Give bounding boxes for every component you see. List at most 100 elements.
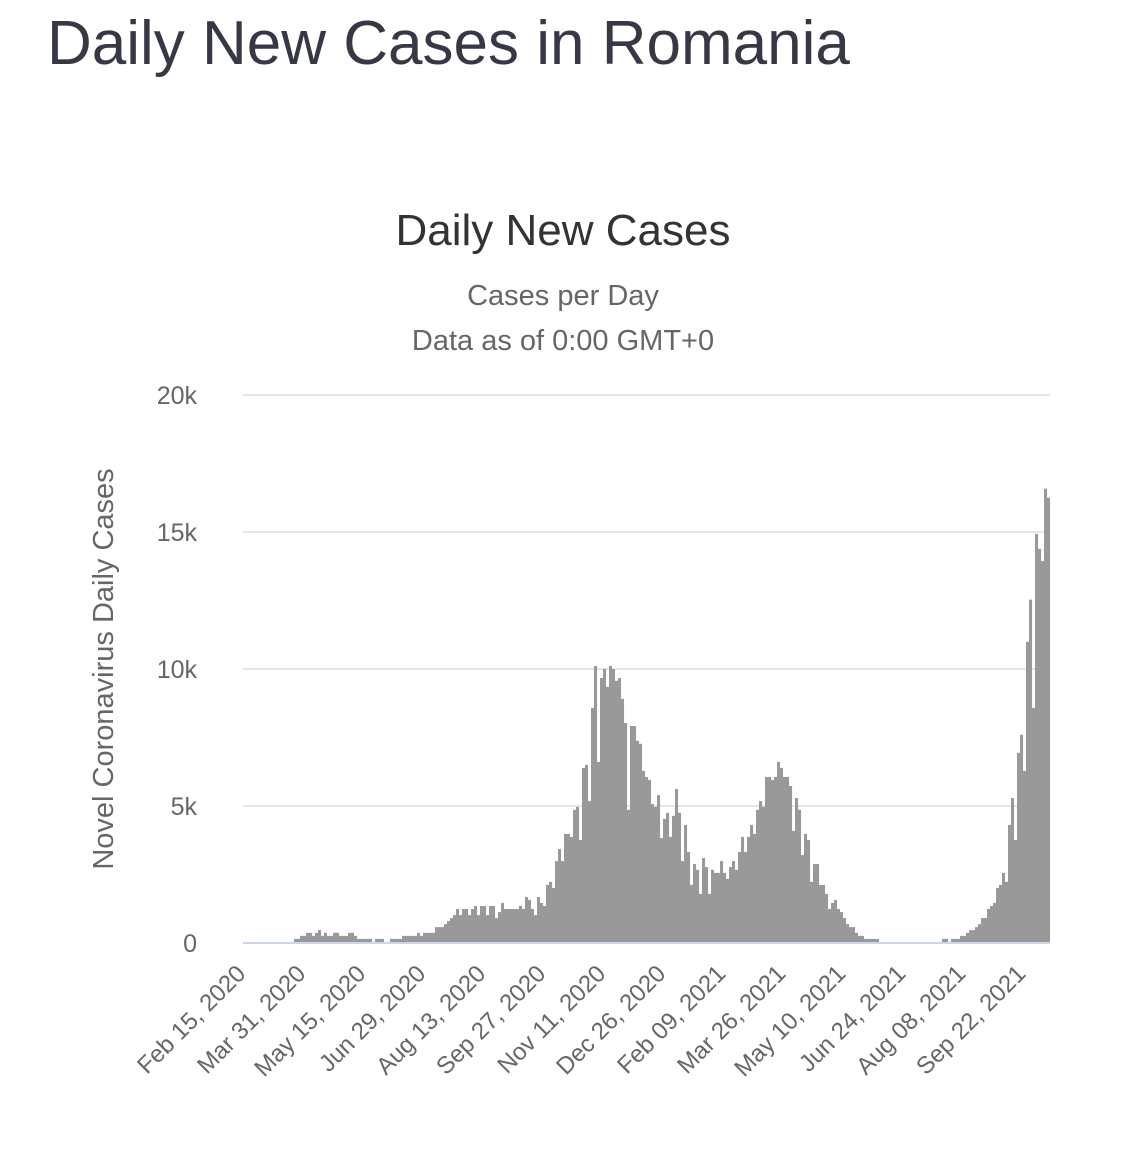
bar[interactable] [528,899,532,943]
bar[interactable] [594,665,598,943]
bar[interactable] [969,930,973,943]
bar[interactable] [558,849,562,943]
bar[interactable] [501,902,505,943]
bar[interactable] [408,935,412,943]
bar[interactable] [450,918,454,943]
bar[interactable] [360,938,364,943]
bar[interactable] [348,932,352,943]
bar[interactable] [846,924,850,943]
bar[interactable] [678,812,682,943]
bar[interactable] [666,812,670,943]
bar[interactable] [672,815,676,943]
bar[interactable] [861,935,865,943]
bar[interactable] [471,909,475,943]
bar[interactable] [555,861,559,943]
bar[interactable] [849,927,853,943]
bar[interactable] [753,833,757,943]
bar[interactable] [660,838,664,943]
bar[interactable] [1035,533,1039,943]
bar[interactable] [339,935,343,943]
bar[interactable] [723,872,727,943]
bar[interactable] [867,938,871,943]
bar[interactable] [717,872,721,943]
bar[interactable] [495,918,499,943]
bar[interactable] [504,909,508,943]
bar[interactable] [696,869,700,943]
bar[interactable] [690,884,694,943]
bar[interactable] [840,912,844,943]
bar[interactable] [486,915,490,943]
bar[interactable] [711,869,715,943]
bar[interactable] [810,881,814,943]
bar[interactable] [684,824,688,943]
bar[interactable] [1029,599,1033,943]
bar[interactable] [597,761,601,943]
bar[interactable] [417,932,421,943]
bar[interactable] [942,938,946,943]
bar[interactable] [837,909,841,943]
bar[interactable] [330,935,334,943]
bar[interactable] [762,806,766,943]
bar[interactable] [816,864,820,943]
bar[interactable] [1005,881,1009,943]
bar[interactable] [441,927,445,943]
bar[interactable] [864,938,868,943]
bar[interactable] [498,912,502,943]
bar[interactable] [297,938,301,943]
bar[interactable] [357,938,361,943]
bar[interactable] [945,938,949,943]
bar[interactable] [648,779,652,943]
bar[interactable] [795,798,799,943]
bar[interactable] [567,833,571,943]
bar[interactable] [489,906,493,943]
bar[interactable] [786,776,790,943]
bar[interactable] [780,767,784,943]
bar[interactable] [873,938,877,943]
bar[interactable] [603,669,607,943]
bar[interactable] [588,801,592,943]
bar[interactable] [966,932,970,943]
bar[interactable] [1041,561,1045,943]
bar[interactable] [990,906,994,943]
bar[interactable] [363,938,367,943]
bar[interactable] [642,770,646,943]
bar[interactable] [756,809,760,943]
bar[interactable] [300,935,304,943]
bar[interactable] [294,938,298,943]
bar[interactable] [783,776,787,943]
bar[interactable] [747,836,751,943]
bar[interactable] [828,909,832,943]
bar[interactable] [582,767,586,943]
bar[interactable] [378,938,382,943]
bar[interactable] [714,872,718,943]
bar[interactable] [801,855,805,943]
bar[interactable] [960,935,964,943]
bar[interactable] [735,869,739,943]
bar[interactable] [618,678,622,943]
bar[interactable] [543,906,547,943]
bar[interactable] [825,893,829,943]
bar[interactable] [354,935,358,943]
bar[interactable] [303,935,307,943]
bar[interactable] [768,776,772,943]
bar[interactable] [852,927,856,943]
bar[interactable] [312,935,316,943]
bar[interactable] [633,725,637,943]
bar[interactable] [963,935,967,943]
bar[interactable] [579,839,583,943]
bar[interactable] [636,740,640,943]
bar[interactable] [525,896,529,943]
bar[interactable] [1002,872,1006,943]
bar[interactable] [537,896,541,943]
bar[interactable] [456,909,460,943]
bar[interactable] [585,764,589,943]
bar[interactable] [309,932,313,943]
bar[interactable] [675,789,679,943]
bar[interactable] [474,906,478,943]
bar[interactable] [774,776,778,943]
bar[interactable] [336,932,340,943]
bar[interactable] [345,935,349,943]
bar[interactable] [627,809,631,943]
bar[interactable] [981,918,985,943]
bar[interactable] [462,909,466,943]
